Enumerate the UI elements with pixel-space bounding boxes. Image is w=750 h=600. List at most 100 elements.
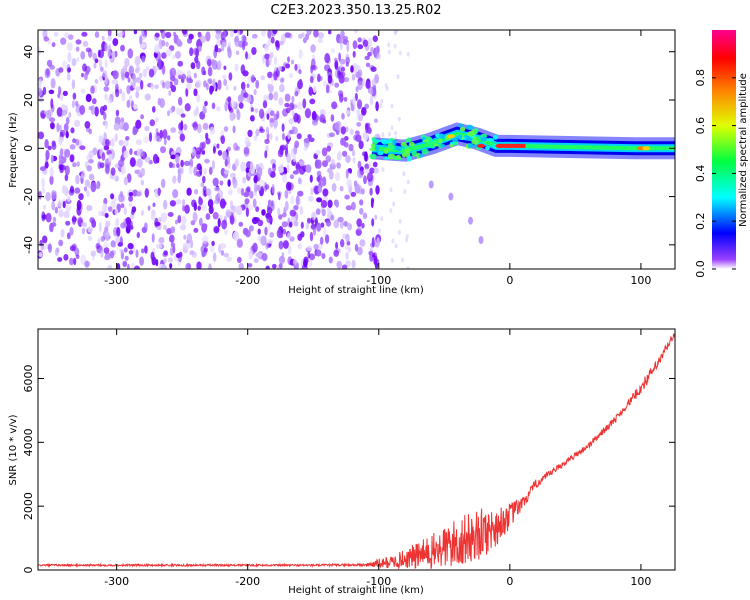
x-tick-label: -300 (104, 274, 129, 287)
colorbar-tick-label: 0.2 (694, 212, 707, 230)
noise-speck (321, 147, 328, 157)
noise-speck (215, 194, 219, 201)
noise-speck (71, 79, 76, 90)
noise-speck (291, 110, 295, 117)
noise-speck (148, 68, 155, 78)
signal-speck (372, 140, 378, 145)
noise-speck (351, 149, 356, 157)
noise-speck (285, 63, 291, 69)
noise-speck (330, 159, 336, 168)
noise-speck (216, 106, 221, 112)
noise-speck (298, 160, 305, 166)
signal-speck (451, 137, 459, 142)
noise-speck (59, 157, 63, 164)
noise-speck (317, 32, 324, 39)
noise-speck (247, 203, 254, 211)
noise-speck (221, 74, 227, 80)
noise-speck (267, 30, 272, 39)
noise-speck (51, 42, 56, 48)
noise-speck (254, 108, 259, 113)
noise-speck (364, 163, 370, 170)
snr-y-axis-label: SNR (10 * v/v) (8, 414, 19, 485)
noise-speck (244, 229, 251, 238)
noise-speck (157, 57, 162, 68)
noise-speck (79, 105, 86, 115)
noise-speck (319, 114, 326, 123)
noise-speck (268, 55, 272, 66)
noise-speck (192, 47, 200, 56)
noise-speck (57, 86, 61, 92)
noise-speck (149, 119, 156, 127)
noise-speck (244, 198, 250, 205)
x-tick-label: -200 (235, 274, 260, 287)
noise-speck (175, 51, 181, 59)
noise-speck (107, 47, 111, 58)
noise-speck (369, 87, 374, 96)
noise-speck (345, 251, 349, 260)
noise-speck (203, 168, 207, 176)
noise-speck (297, 177, 302, 185)
noise-speck (272, 163, 276, 169)
noise-speck (393, 43, 397, 49)
noise-speck (309, 174, 313, 183)
noise-speck (284, 32, 291, 38)
noise-speck (316, 73, 321, 83)
noise-speck (405, 233, 409, 239)
noise-speck (154, 84, 160, 89)
noise-speck (93, 62, 97, 69)
signal-speck (411, 150, 418, 157)
noise-speck (119, 236, 123, 246)
noise-speck (69, 154, 75, 163)
noise-speck (128, 192, 134, 197)
noise-speck (353, 30, 359, 34)
signal-speck (485, 146, 490, 151)
noise-speck (87, 48, 93, 58)
noise-speck (328, 170, 334, 180)
noise-speck (286, 152, 291, 164)
noise-speck (105, 138, 110, 147)
noise-speck (392, 201, 396, 207)
noise-speck (233, 214, 237, 225)
noise-speck (356, 122, 362, 127)
noise-speck (357, 44, 364, 50)
noise-speck (327, 199, 333, 208)
noise-speck (54, 247, 59, 256)
noise-speck (333, 249, 340, 257)
noise-speck (312, 85, 317, 94)
signal-speck (369, 153, 377, 160)
noise-speck (268, 92, 274, 101)
noise-speck (163, 257, 167, 264)
noise-speck (122, 65, 128, 73)
noise-speck (254, 182, 258, 193)
noise-speck (193, 72, 197, 79)
noise-speck (306, 30, 312, 36)
noise-speck (69, 185, 75, 194)
noise-speck (391, 238, 395, 244)
noise-speck (371, 218, 375, 227)
noise-speck (49, 222, 54, 233)
noise-speck (135, 139, 142, 146)
noise-speck (172, 246, 176, 254)
noise-speck (98, 58, 102, 69)
noise-speck (162, 129, 168, 140)
noise-speck (53, 31, 59, 37)
noise-speck (75, 100, 79, 107)
noise-speck (176, 163, 180, 168)
noise-speck (143, 136, 150, 144)
noise-speck (50, 122, 55, 130)
noise-speck (288, 117, 295, 125)
noise-speck (51, 140, 56, 147)
noise-speck (45, 149, 50, 160)
noise-speck (337, 90, 344, 97)
noise-speck (294, 140, 300, 149)
noise-speck (112, 70, 119, 80)
noise-speck (282, 240, 289, 249)
noise-speck (323, 80, 327, 87)
noise-speck (285, 107, 291, 114)
noise-speck (49, 64, 55, 70)
noise-speck (252, 198, 257, 208)
noise-speck (163, 199, 168, 210)
noise-speck (243, 92, 249, 98)
noise-speck (86, 189, 90, 197)
noise-speck (269, 133, 273, 140)
